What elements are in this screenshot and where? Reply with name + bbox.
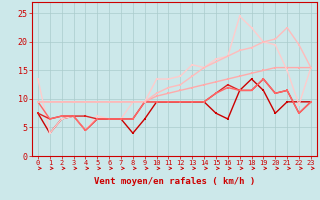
X-axis label: Vent moyen/en rafales ( km/h ): Vent moyen/en rafales ( km/h ) (94, 177, 255, 186)
